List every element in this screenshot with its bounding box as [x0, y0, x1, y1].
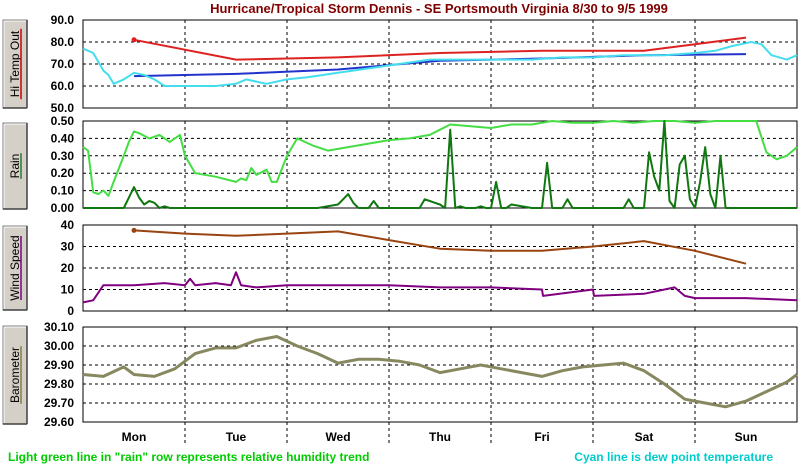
y-tick-label: 0.00 — [51, 201, 75, 215]
x-tick-label: Tue — [226, 430, 247, 444]
y-tick-label: 29.90 — [44, 358, 74, 372]
panel-label-text: Rain — [8, 154, 22, 179]
series-hi-temp — [133, 36, 747, 61]
y-tick-label: 0.20 — [51, 166, 75, 180]
note-humidity: Light green line in "rain" row represent… — [8, 450, 369, 464]
y-tick-label: 70.0 — [51, 57, 75, 71]
y-tick-label: 40 — [61, 218, 75, 232]
y-tick-label: 30 — [61, 240, 75, 254]
y-tick-label: 30.10 — [44, 320, 74, 334]
y-tick-label: 30.00 — [44, 339, 74, 353]
x-tick-label: Thu — [429, 430, 451, 444]
chart-panels: 90.080.070.060.050.0Hi Temp Out0.500.400… — [2, 13, 798, 429]
panel-label-rain[interactable]: Rain — [2, 122, 28, 210]
label-button-face — [2, 122, 28, 210]
y-tick-label: 60.0 — [51, 79, 75, 93]
y-tick-label: 29.70 — [44, 396, 74, 410]
panel-wind: 40 30 20 10 0 Wind Speed — [2, 218, 798, 318]
y-tick-label: 20 — [61, 261, 75, 275]
series-dew-point — [82, 41, 798, 87]
series-start-marker — [131, 37, 137, 43]
x-tick-label: Sat — [635, 430, 654, 444]
y-tick-label: 0.50 — [51, 114, 75, 128]
note-dew-point: Cyan line is dew point temperature — [574, 450, 773, 464]
x-tick-label: Wed — [325, 430, 350, 444]
chart-title: Hurricane/Tropical Storm Dennis - SE Por… — [210, 1, 668, 16]
y-tick-label: 0.40 — [51, 131, 75, 145]
y-tick-label: 10 — [61, 283, 75, 297]
series-wind-trend — [133, 229, 747, 265]
y-tick-label: 29.80 — [44, 377, 74, 391]
x-tick-label: Sun — [735, 430, 758, 444]
plot-frame-baro — [82, 326, 798, 423]
panel-label-wind[interactable]: Wind Speed — [2, 225, 28, 311]
y-tick-label: 50.0 — [51, 101, 75, 115]
label-button-face — [2, 325, 28, 425]
x-tick-label: Fri — [534, 430, 549, 444]
y-tick-label: 0.30 — [51, 149, 75, 163]
panel-label-text: Wind Speed — [8, 235, 22, 300]
y-tick-label: 90.0 — [51, 13, 75, 27]
panel-temp: 90.0 80.0 70.0 60.0 50.0 Hi Temp Out — [2, 13, 798, 115]
label-button-face — [2, 19, 28, 109]
y-tick-label: 0.10 — [51, 184, 75, 198]
series-barometer — [82, 335, 798, 409]
panel-rain: 0.50 0.40 0.30 0.20 0.10 0.00 Rain — [2, 114, 798, 215]
y-tick-label: 80.0 — [51, 35, 75, 49]
series-wind-speed — [82, 271, 798, 304]
series-start-marker — [131, 227, 137, 233]
y-tick-label: 29.60 — [44, 415, 74, 429]
series-humidity-trend — [82, 120, 798, 197]
panel-label-text: Hi Temp Out — [8, 30, 22, 97]
panel-label-baro[interactable]: Barometer — [2, 325, 28, 425]
panel-baro: 30.10 30.00 29.90 29.80 29.70 29.60 Barometer — [2, 320, 798, 429]
x-tick-label: Mon — [122, 430, 147, 444]
series-rain-rate — [83, 120, 797, 209]
panel-label-text: Barometer — [8, 347, 22, 403]
x-axis: Mon Tue Wed Thu Fri Sat Sun — [122, 422, 758, 446]
y-tick-label: 0 — [67, 304, 74, 318]
plot-frame-rain — [82, 120, 798, 209]
panel-label-temp[interactable]: Hi Temp Out — [2, 19, 28, 109]
